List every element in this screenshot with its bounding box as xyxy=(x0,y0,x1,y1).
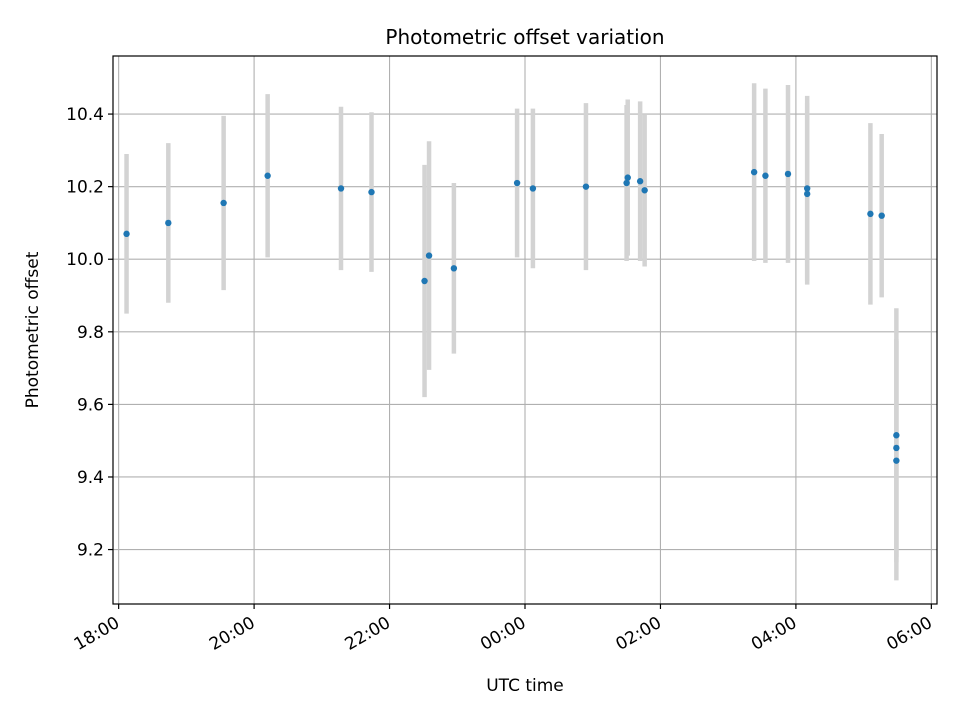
data-point xyxy=(624,174,631,181)
x-tick-label: 02:00 xyxy=(613,613,665,655)
data-point xyxy=(582,183,590,190)
data-point xyxy=(450,265,458,272)
data-point xyxy=(264,172,271,179)
x-tick-label: 18:00 xyxy=(71,613,123,655)
data-point xyxy=(425,252,433,259)
data-point xyxy=(123,230,130,238)
x-tick-label: 22:00 xyxy=(342,613,394,655)
y-tick-label: 9.4 xyxy=(77,468,104,488)
data-points xyxy=(123,168,900,464)
grid xyxy=(113,56,937,604)
y-tick-label: 10.2 xyxy=(66,178,104,198)
data-point xyxy=(867,210,874,218)
data-point xyxy=(803,190,811,198)
data-point xyxy=(421,277,428,285)
x-tick-label: 06:00 xyxy=(883,613,935,655)
data-point xyxy=(803,185,811,192)
data-point xyxy=(641,187,648,194)
data-point xyxy=(623,179,630,187)
data-point xyxy=(529,185,537,192)
data-point xyxy=(368,188,375,196)
x-tick-label: 20:00 xyxy=(206,613,258,655)
data-point xyxy=(893,432,900,439)
data-point xyxy=(337,185,345,192)
y-axis-label: Photometric offset xyxy=(23,251,43,408)
y-tick-label: 9.2 xyxy=(77,541,104,561)
data-point xyxy=(893,444,900,452)
y-tick-label: 10.0 xyxy=(66,250,104,270)
chart-title: Photometric offset variation xyxy=(385,25,664,49)
data-point xyxy=(513,179,521,187)
data-point xyxy=(878,212,885,219)
data-point xyxy=(165,219,172,227)
data-point xyxy=(784,170,792,178)
x-axis-ticks: 18:00 20:00 22:00 00:00 02:00 04:00 06:00 xyxy=(71,604,936,655)
x-axis-label: UTC time xyxy=(486,676,564,696)
data-point xyxy=(750,168,758,176)
data-point xyxy=(893,457,900,464)
y-tick-label: 9.8 xyxy=(77,323,104,343)
x-tick-label: 04:00 xyxy=(748,613,800,655)
x-tick-label: 00:00 xyxy=(477,613,529,655)
y-tick-label: 9.6 xyxy=(77,395,104,415)
y-tick-label: 10.4 xyxy=(66,105,104,125)
data-point xyxy=(762,172,769,179)
data-point xyxy=(636,178,644,185)
data-point xyxy=(220,199,227,207)
y-axis-ticks: 9.2 9.4 9.6 9.8 10.0 10.2 10.4 xyxy=(66,105,113,561)
